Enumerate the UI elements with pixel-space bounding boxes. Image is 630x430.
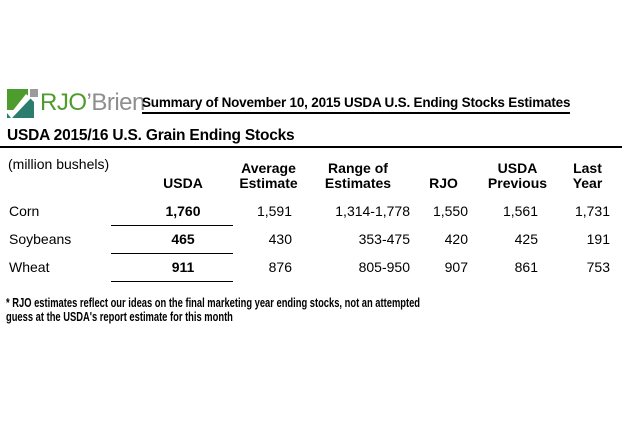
ending-stocks-table: (million bushels) USDA Average Estimate … [7,153,615,282]
rjobrien-logo-icon [7,89,38,118]
soybeans-last-year: 191 [586,231,610,247]
corn-range: 1,314-1,778 [335,203,410,219]
wheat-usda-previous: 861 [514,259,538,275]
corn-avg-estimate: 1,591 [256,203,292,219]
unit-label: (million bushels) [8,156,110,172]
corn-rjo: 1,550 [432,203,468,219]
table-header-row: (million bushels) USDA Average Estimate … [7,153,615,197]
row-label-soybeans: Soybeans [9,231,72,247]
header-range: Range of Estimates [324,159,392,192]
table-row-corn: Corn 1,760 1,591 1,314-1,778 1,550 1,561… [7,197,615,226]
table-row-wheat: Wheat 911 876 805-950 907 861 753 [7,253,615,282]
wheat-last-year: 753 [586,259,610,275]
section-divider [0,146,622,148]
corn-usda-value: 1,760 [111,197,233,226]
soybeans-avg-estimate: 430 [268,231,292,247]
corn-last-year: 1,731 [574,203,610,219]
row-label-wheat: Wheat [9,259,50,275]
header-usda-previous: USDA Previous [487,159,548,192]
corn-usda-previous: 1,561 [502,203,538,219]
wheat-usda-value: 911 [111,253,233,282]
wheat-range: 805-950 [358,259,410,275]
page-title: Summary of November 10, 2015 USDA U.S. E… [142,95,570,114]
wheat-rjo: 907 [444,259,468,275]
header-avg-estimate: Average Estimate [239,159,298,192]
rjo-footnote: * RJO estimates reflect our ideas on the… [6,295,421,324]
header-last-year: Last Year [572,159,603,192]
row-label-corn: Corn [9,203,40,219]
logo-text-rjo: RJO [40,89,87,116]
table-row-soybeans: Soybeans 465 430 353-475 420 425 191 [7,225,615,254]
logo-text-brien: ’Brien [86,89,146,116]
soybeans-usda-previous: 425 [514,231,538,247]
soybeans-rjo: 420 [444,231,468,247]
soybeans-range: 353-475 [358,231,410,247]
header-usda: USDA [163,175,203,192]
section-title: USDA 2015/16 U.S. Grain Ending Stocks [7,127,295,144]
rjobrien-logo: RJO’Brien [7,88,145,119]
soybeans-usda-value: 465 [111,225,233,254]
wheat-avg-estimate: 876 [268,259,292,275]
header-rjo: RJO [429,175,458,192]
logo-wordmark: RJO’Brien [40,88,145,118]
